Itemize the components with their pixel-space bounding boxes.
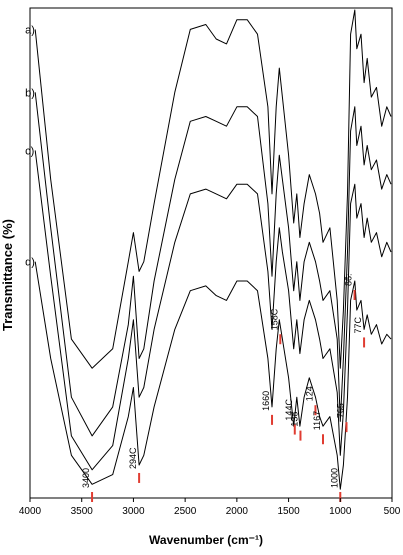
plot-frame (29, 7, 393, 499)
series-labels: a) b) c) d) (25, 24, 35, 268)
peak-label: 1000 (329, 468, 339, 488)
peak-label: 124 (304, 386, 314, 401)
spectrum-line-4 (34, 261, 392, 490)
peak-label: 138 (289, 412, 299, 427)
peak-label: 144C (284, 399, 294, 421)
x-tick-label: 1000 (329, 506, 352, 517)
x-tick-label: 3500 (71, 506, 94, 517)
x-tick-label: 2000 (226, 506, 249, 517)
peak-label: 1167 (312, 411, 322, 430)
peak-label: 158C (269, 308, 279, 330)
series-label-2: b) (25, 87, 35, 99)
x-tick-label: 4000 (19, 506, 42, 517)
peak-label: 86: (344, 273, 354, 286)
peak-label: 77C (353, 316, 363, 333)
spectrum-line-2 (34, 92, 392, 437)
spectrum-line-1 (34, 9, 392, 369)
peak-label: 1660 (261, 391, 271, 411)
series-label-4: d) (25, 257, 35, 269)
x-tick-label: 500 (384, 506, 401, 517)
spectrum-line-3 (34, 150, 392, 471)
series-layer (34, 9, 392, 490)
x-tick-label: 3000 (122, 506, 145, 517)
series-label-1: a) (25, 24, 35, 36)
x-tick-label: 2500 (174, 506, 197, 517)
plot-border (29, 7, 393, 499)
x-axis-ticks: 4000 3500 3000 2500 2000 1500 1000 500 (19, 498, 401, 517)
y-axis-label: Transmittance (%) (0, 219, 15, 331)
x-tick-label: 1500 (277, 506, 300, 517)
x-axis-label: Wavenumber (cm⁻¹) (149, 533, 263, 547)
peak-label: 765 (335, 403, 345, 418)
series-label-3: c) (25, 145, 34, 157)
peak-label: 3400 (81, 468, 91, 488)
peak-label: 294C (128, 447, 138, 469)
